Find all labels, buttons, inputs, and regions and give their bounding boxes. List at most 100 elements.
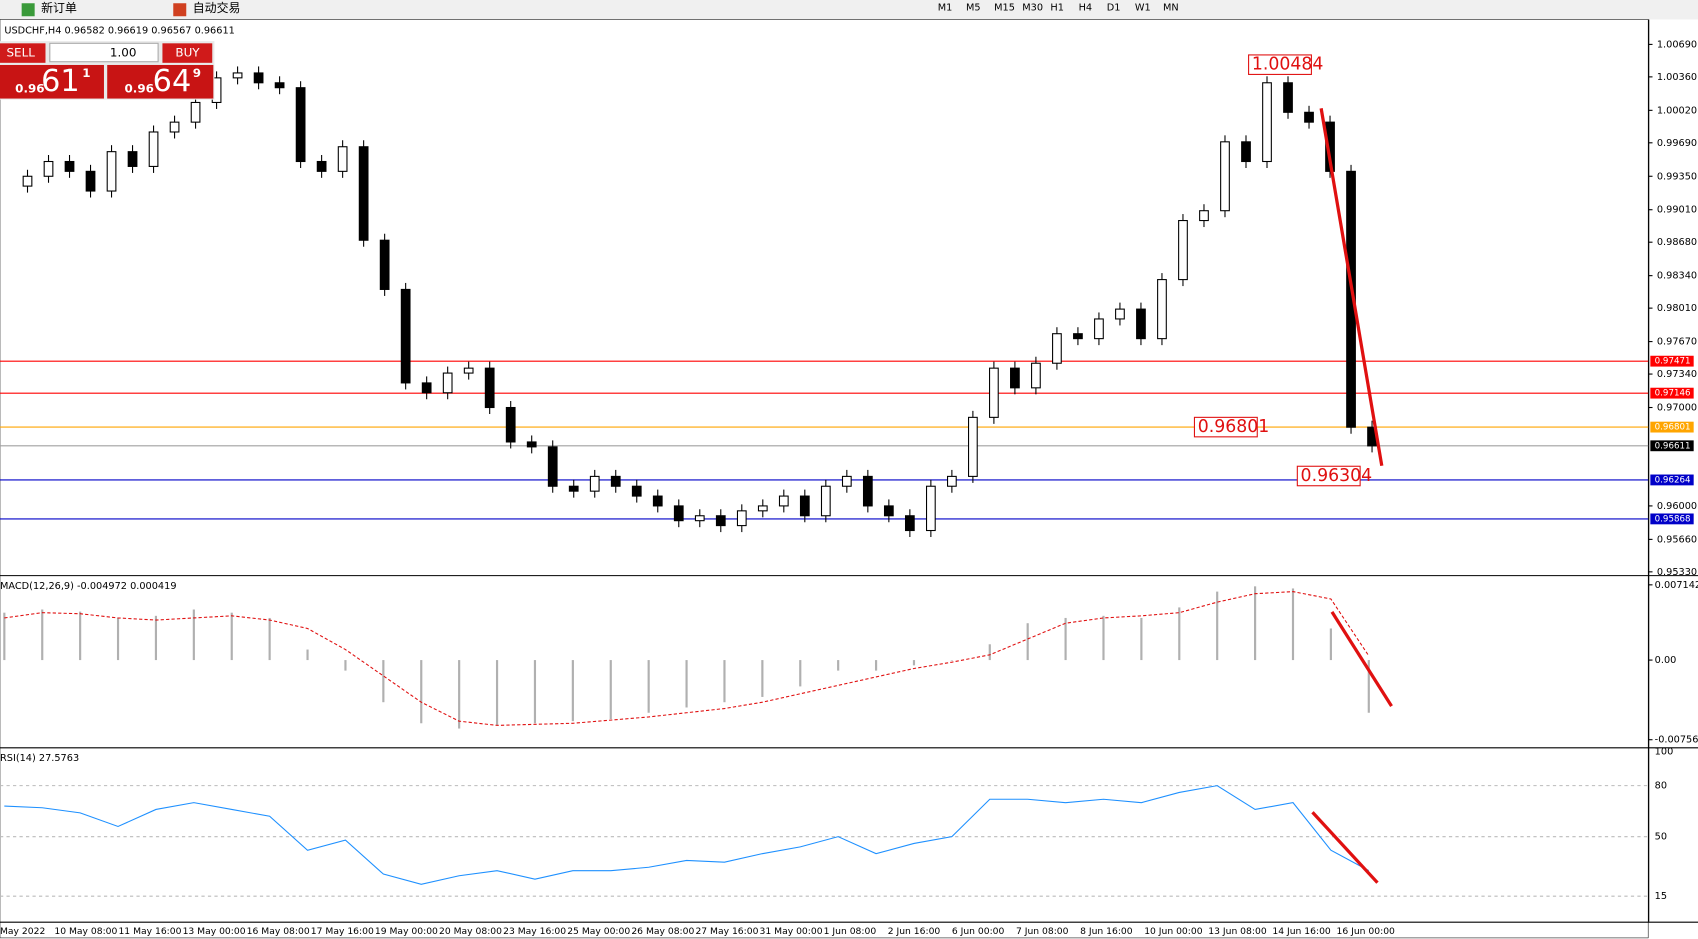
macd-bar: [41, 609, 44, 661]
macd-bar: [420, 660, 423, 724]
level-label: 0.96801: [1655, 423, 1691, 433]
rsi-tick-label: 80: [1655, 781, 1667, 792]
macd-bar: [192, 609, 195, 661]
macd-bar: [79, 611, 82, 661]
time-label: 6 Jun 00:00: [952, 926, 1005, 937]
level-label: 0.97471: [1655, 357, 1691, 367]
macd-header: MACD(12,26,9) -0.004972 0.000419: [0, 581, 177, 592]
time-label: 31 May 00:00: [760, 926, 823, 937]
macd-bar: [1291, 588, 1295, 661]
buy-label: BUY: [175, 46, 200, 60]
candle-body: [1304, 111, 1314, 123]
price-tick-label: 0.98680: [1657, 237, 1697, 248]
sell-button[interactable]: [0, 43, 46, 63]
candle-body: [1241, 141, 1251, 163]
candle-body: [43, 160, 54, 177]
lots-input[interactable]: [49, 42, 159, 63]
macd-bar: [874, 660, 878, 671]
price-tick-label: 0.98340: [1657, 271, 1697, 282]
time-label: 2 Jun 16:00: [888, 926, 941, 937]
macd-bar: [1026, 623, 1029, 661]
price-tick-label: 0.96000: [1657, 501, 1697, 512]
timeframe-button[interactable]: M15: [994, 3, 1015, 14]
level-label: 0.97146: [1655, 389, 1691, 399]
price-tick-label: 0.95330: [1657, 567, 1697, 578]
macd-bar: [1216, 591, 1219, 661]
annotation-box: [1296, 465, 1361, 487]
timeframe-button[interactable]: H4: [1079, 3, 1093, 14]
macd-bar: [1178, 607, 1181, 661]
bid-big: 61: [41, 64, 80, 99]
candle-body: [1178, 220, 1188, 281]
macd-bar: [1102, 615, 1105, 661]
level-tag: [1650, 513, 1694, 525]
bid-prefix: 0.96: [15, 81, 44, 95]
candle-body: [925, 485, 936, 532]
macd-bar: [533, 660, 537, 724]
price-tick-label: 0.98010: [1657, 303, 1697, 314]
candle-body: [1136, 308, 1146, 340]
auto-trading-icon[interactable]: [173, 3, 187, 17]
candle-body: [1157, 279, 1167, 340]
candle-body: [463, 367, 474, 374]
annotation-mid: 0.96801: [1198, 417, 1270, 437]
level-label: 0.96611: [1655, 441, 1691, 451]
candle-body: [127, 151, 138, 167]
time-label: 7 Jun 08:00: [1016, 926, 1069, 937]
ask-big: 64: [153, 64, 192, 99]
macd-bar: [761, 660, 764, 697]
ask-box[interactable]: [107, 64, 214, 99]
candle-body: [610, 475, 621, 487]
candle-body: [85, 170, 96, 192]
time-label: 8 Jun 16:00: [1080, 926, 1133, 937]
candle-body: [484, 367, 495, 409]
auto-trading-button[interactable]: 自动交易: [193, 1, 241, 15]
timeframe-button[interactable]: W1: [1135, 3, 1151, 14]
candle-body: [379, 239, 390, 290]
level-tag: [1650, 355, 1694, 367]
buy-button[interactable]: [162, 43, 213, 63]
new-order-button[interactable]: 新订单: [41, 1, 77, 15]
bid-box[interactable]: [0, 64, 104, 99]
lots-value: 1.00: [110, 46, 137, 60]
candle-body: [316, 160, 327, 172]
time-label: 17 May 16:00: [311, 926, 374, 937]
candle-body: [820, 485, 831, 517]
candle-body: [1031, 362, 1041, 389]
macd-bar: [154, 615, 158, 661]
candle-body: [631, 485, 642, 497]
level-label: 0.95868: [1655, 514, 1691, 524]
macd-bar: [723, 660, 726, 703]
candle-body: [947, 475, 957, 487]
price-tick-label: 1.00690: [1657, 39, 1697, 50]
timeframe-button[interactable]: M5: [966, 3, 981, 14]
ask-prefix: 0.96: [125, 81, 154, 95]
timeframe-button[interactable]: H1: [1050, 3, 1064, 14]
price-tick-label: 1.00360: [1657, 72, 1697, 83]
time-label: 19 May 00:00: [375, 926, 438, 937]
candle-body: [841, 475, 852, 487]
timeframe-button[interactable]: D1: [1107, 3, 1121, 14]
macd-bar: [382, 660, 385, 703]
timeframe-button[interactable]: M1: [938, 3, 953, 14]
timeframe-button[interactable]: MN: [1163, 3, 1179, 14]
macd-bar: [799, 660, 802, 687]
candle-body: [778, 495, 789, 507]
time-label: 14 Jun 16:00: [1272, 926, 1331, 937]
rsi-tick-label: 50: [1655, 832, 1667, 843]
new-order-icon[interactable]: [21, 3, 35, 17]
macd-bar: [950, 660, 953, 661]
candle-body: [694, 515, 705, 522]
level-tag: [1650, 387, 1694, 399]
candle-body: [989, 367, 999, 418]
price-tick-label: 0.99690: [1657, 138, 1697, 149]
timeframe-button[interactable]: M30: [1022, 3, 1043, 14]
time-label: 25 May 00:00: [567, 926, 630, 937]
candle-body: [1346, 170, 1356, 428]
time-label: 1 Jun 08:00: [824, 926, 877, 937]
candle-body: [526, 441, 537, 448]
candle-body: [148, 131, 159, 167]
candle-body: [1115, 308, 1125, 320]
